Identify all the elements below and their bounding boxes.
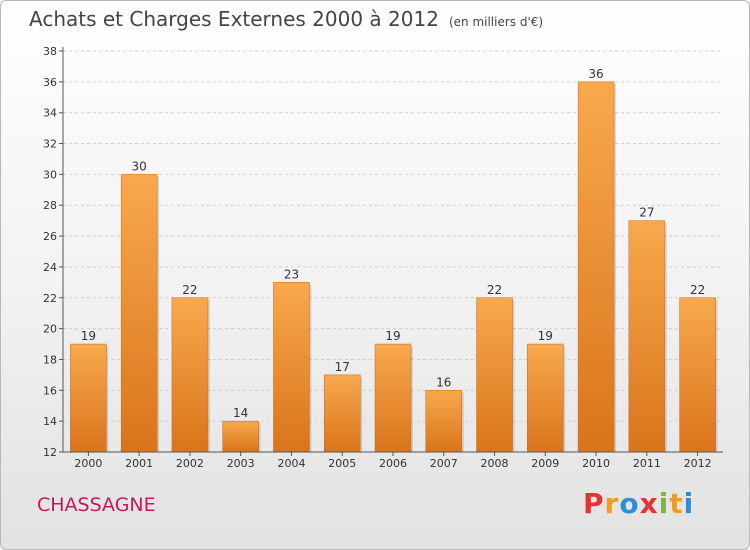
labels: 19 30 22 14 23 17 19 16 22 19 36 27 22: [81, 67, 706, 420]
brand-letter: r: [604, 487, 620, 520]
y-tick-label: 14: [43, 415, 57, 428]
brand-letter: t: [669, 487, 684, 520]
y-tick-label: 28: [43, 199, 57, 212]
brand-letter: P: [583, 487, 605, 520]
brand-letter: i: [683, 487, 695, 520]
y-tick-label: 38: [43, 45, 57, 58]
bar: [273, 282, 310, 453]
bar-value-label: 36: [588, 67, 603, 81]
chart-title: Achats et Charges Externes 2000 à 2012 (e…: [29, 7, 543, 31]
bar: [120, 174, 158, 453]
bar: [476, 297, 513, 453]
brand-letter: i: [658, 487, 670, 520]
bars: [70, 81, 718, 453]
x-tick-label: 2005: [328, 457, 356, 470]
x-tick-label: 2001: [125, 457, 153, 470]
bar: [171, 297, 209, 453]
x-tick-label: 2010: [582, 457, 610, 470]
proxiti-logo: Proxiti: [583, 487, 694, 520]
y-tick-label: 26: [43, 230, 57, 243]
bar-value-label: 19: [385, 329, 400, 343]
bar-value-label: 19: [538, 329, 553, 343]
bar: [222, 420, 259, 453]
brand-letter: o: [619, 487, 640, 520]
bar: [577, 81, 615, 453]
chart-subtitle: (en milliers d'€): [448, 15, 544, 29]
y-tick-label: 18: [43, 353, 57, 366]
x-tick-label: 2011: [633, 457, 661, 470]
bar: [374, 343, 412, 453]
title-text: Achats et Charges Externes 2000 à 2012: [29, 7, 439, 31]
x-tick-label: 2004: [277, 457, 305, 470]
y-tick-label: 32: [43, 138, 57, 151]
brand-letter: x: [639, 487, 659, 520]
bar-value-label: 22: [487, 283, 502, 297]
x-tick-label: 2003: [227, 457, 255, 470]
bar: [323, 374, 361, 453]
y-tick-label: 30: [43, 168, 57, 181]
y-tick-label: 34: [43, 107, 57, 120]
y-tick-label: 20: [43, 323, 57, 336]
bar-value-label: 22: [690, 283, 705, 297]
bar: [628, 220, 666, 453]
x-tick-label: 2002: [176, 457, 204, 470]
y-tick-label: 24: [43, 261, 57, 274]
commune-name: CHASSAGNE: [37, 494, 156, 516]
bar: [425, 390, 463, 453]
bar-value-label: 16: [436, 375, 451, 389]
y-tick-label: 12: [43, 446, 57, 459]
x-tick-label: 2012: [684, 457, 712, 470]
axes: 12 14 16 18 20 22 24 26 28 30 32 34 36 38 2000 2001 2002…: [43, 45, 723, 470]
y-tick-label: 16: [43, 384, 57, 397]
bar-value-label: 27: [639, 206, 654, 220]
bar-value-label: 17: [335, 360, 350, 374]
bar-value-label: 30: [132, 159, 147, 173]
bar: [70, 343, 107, 453]
bar-value-label: 19: [81, 329, 96, 343]
y-tick-label: 36: [43, 76, 57, 89]
x-tick-label: 2006: [379, 457, 407, 470]
x-tick-label: 2007: [430, 457, 458, 470]
bar: [527, 343, 564, 453]
x-tick-label: 2008: [481, 457, 509, 470]
x-tick-label: 2000: [74, 457, 102, 470]
bar-value-label: 22: [182, 283, 197, 297]
bar-value-label: 23: [284, 267, 299, 281]
y-tick-label: 22: [43, 292, 57, 305]
x-tick-label: 2009: [531, 457, 559, 470]
bar: [679, 297, 716, 453]
bar-value-label: 14: [233, 406, 248, 420]
